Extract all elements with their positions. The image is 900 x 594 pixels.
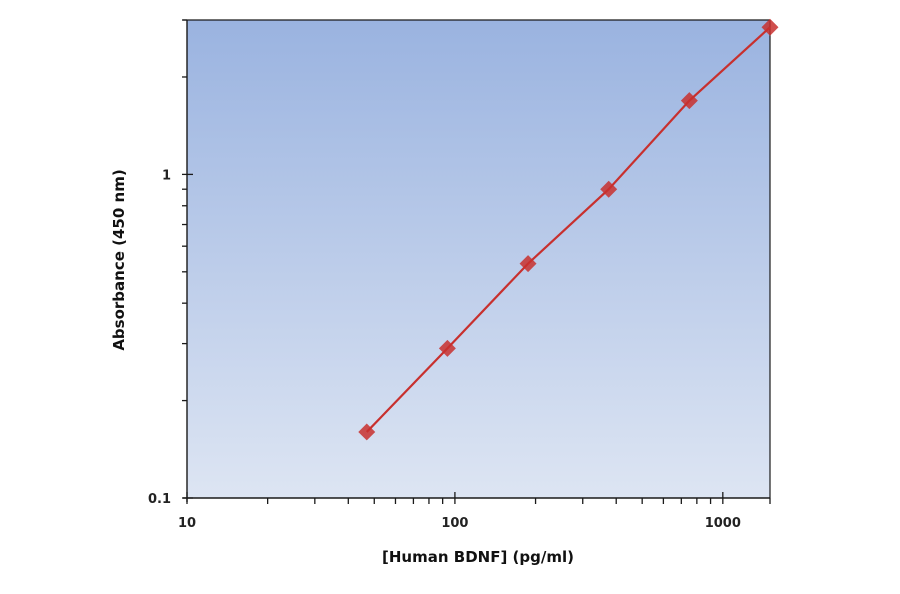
x-axis-title: [Human BDNF] (pg/ml): [382, 548, 574, 566]
data-point-diamond: [358, 423, 376, 441]
y-tick-label: 0.1: [148, 492, 171, 507]
x-tick-label: 10: [178, 516, 196, 531]
fit-curve: [365, 26, 771, 433]
plot-area: [187, 20, 770, 498]
data-markers: [358, 18, 779, 441]
data-point-diamond: [680, 92, 698, 110]
axes: [183, 19, 771, 502]
tick-marks: [182, 19, 771, 504]
data-point-diamond: [438, 339, 456, 357]
data-point-diamond: [600, 180, 618, 198]
x-tick-label: 1000: [705, 516, 741, 531]
tick-labels: 10 100 1000 0.1 1: [148, 168, 741, 531]
data-point-diamond: [519, 255, 537, 273]
data-point-diamond: [761, 18, 779, 36]
y-axis-title: Absorbance (450 nm): [110, 169, 128, 350]
x-tick-label: 100: [441, 516, 468, 531]
y-tick-label: 1: [162, 168, 171, 183]
